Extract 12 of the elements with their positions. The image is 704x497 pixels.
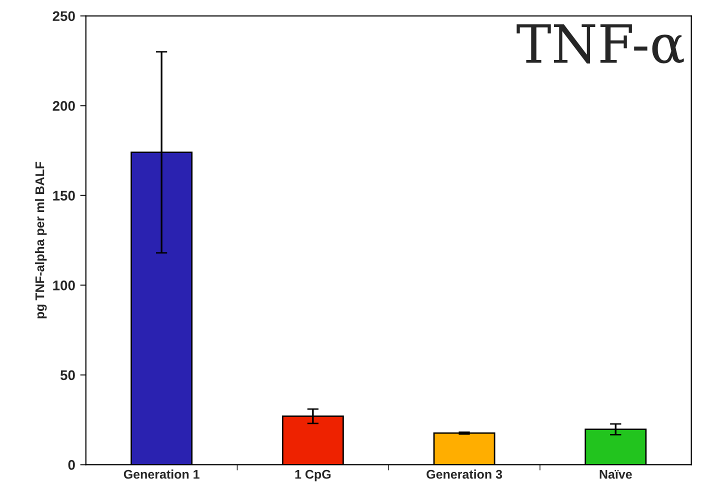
x-tick-label: Generation 1	[124, 470, 200, 479]
x-tick-label: Generation 3	[426, 470, 502, 479]
y-axis-title: pg TNF-alpha per ml BALF	[35, 162, 47, 318]
y-tick-label: 0	[68, 460, 75, 470]
y-tick-label: 250	[52, 11, 75, 22]
y-tick-label: 200	[52, 100, 75, 111]
chart-title: TNF-α	[516, 24, 684, 64]
y-tick-label: 150	[53, 190, 75, 201]
x-tick-label: 1 CpG	[295, 470, 331, 482]
x-tick-label: Naïve	[600, 470, 632, 479]
y-tick-label: 50	[60, 370, 75, 380]
y-tick-label: 100	[53, 280, 75, 290]
